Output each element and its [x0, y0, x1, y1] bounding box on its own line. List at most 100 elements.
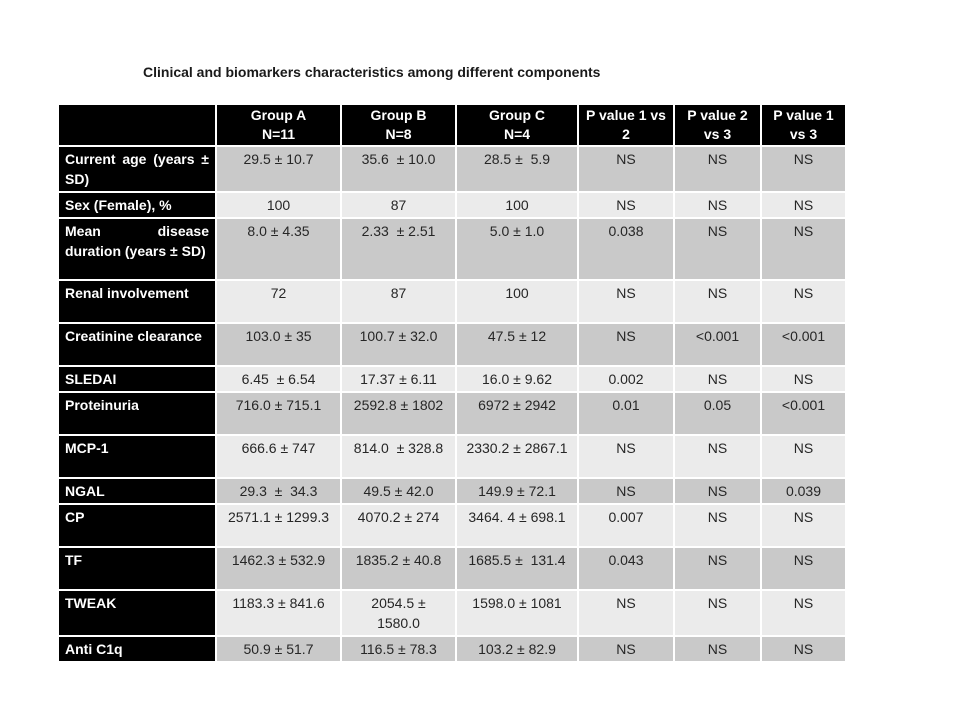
- cell-value: NS: [577, 589, 675, 637]
- cell-value: 100: [215, 191, 342, 219]
- cell-value: NS: [577, 477, 675, 505]
- cell-value: NS: [760, 145, 847, 193]
- table-row: SLEDAI 6.45 ± 6.54 17.37 ± 6.11 16.0 ± 9…: [57, 365, 847, 393]
- cell-value: 47.5 ± 12: [455, 322, 579, 367]
- page-title: Clinical and biomarkers characteristics …: [143, 64, 601, 80]
- cell-value: NS: [673, 145, 762, 193]
- cell-value: 87: [340, 279, 457, 324]
- cell-value: NS: [673, 546, 762, 591]
- cell-value: 2054.5 ± 1580.0: [340, 589, 457, 637]
- header-row: Group A N=11 Group B N=8 Group C N=4 P valu…: [57, 103, 847, 147]
- column-header-group-b: Group B N=8: [340, 103, 457, 147]
- clinical-biomarkers-table: Group A N=11 Group B N=8 Group C N=4 P valu…: [57, 103, 847, 663]
- cell-value: 87: [340, 191, 457, 219]
- cell-value: 100.7 ± 32.0: [340, 322, 457, 367]
- cell-value: NS: [760, 279, 847, 324]
- cell-value: NS: [673, 589, 762, 637]
- cell-value: NS: [673, 191, 762, 219]
- cell-value: 72: [215, 279, 342, 324]
- row-label: TWEAK: [57, 589, 217, 637]
- cell-value: 3464. 4 ± 698.1: [455, 503, 579, 548]
- cell-value: 666.6 ± 747: [215, 434, 342, 479]
- cell-value: NS: [577, 635, 675, 663]
- cell-value: 0.038: [577, 217, 675, 281]
- cell-value: 17.37 ± 6.11: [340, 365, 457, 393]
- cell-value: 6972 ± 2942: [455, 391, 579, 436]
- table-row: Sex (Female), % 100 87 100 NS NS NS: [57, 191, 847, 219]
- row-label: SLEDAI: [57, 365, 217, 393]
- column-header-line: N=4: [503, 126, 531, 142]
- column-header-line: vs 3: [789, 126, 818, 142]
- cell-value: NS: [760, 434, 847, 479]
- cell-value: 0.007: [577, 503, 675, 548]
- table-row: NGAL 29.3 ± 34.3 49.5 ± 42.0 149.9 ± 72.…: [57, 477, 847, 505]
- table-row: CP 2571.1 ± 1299.3 4070.2 ± 274 3464. 4 …: [57, 503, 847, 548]
- column-header-line: vs 3: [703, 126, 732, 142]
- row-label: CP: [57, 503, 217, 548]
- column-header-group-c: Group C N=4: [455, 103, 579, 147]
- cell-value: NS: [673, 635, 762, 663]
- cell-value: NS: [577, 279, 675, 324]
- column-header-line: 2: [622, 126, 630, 142]
- column-header-line: P value 1 vs: [586, 107, 666, 123]
- cell-value: 0.039: [760, 477, 847, 505]
- cell-value: 50.9 ± 51.7: [215, 635, 342, 663]
- cell-value: NS: [760, 589, 847, 637]
- cell-value: <0.001: [673, 322, 762, 367]
- cell-value: 1598.0 ± 1081: [455, 589, 579, 637]
- cell-value: NS: [673, 477, 762, 505]
- cell-value: 814.0 ± 328.8: [340, 434, 457, 479]
- table-row: TWEAK 1183.3 ± 841.6 2054.5 ± 1580.0 159…: [57, 589, 847, 637]
- cell-value: 103.2 ± 82.9: [455, 635, 579, 663]
- column-header-line: N=11: [261, 126, 296, 142]
- cell-value: 116.5 ± 78.3: [340, 635, 457, 663]
- row-label: Creatinine clearance: [57, 322, 217, 367]
- row-label: Sex (Female), %: [57, 191, 217, 219]
- cell-value: 1835.2 ± 40.8: [340, 546, 457, 591]
- cell-value: 2571.1 ± 1299.3: [215, 503, 342, 548]
- table-row: Creatinine clearance 103.0 ± 35 100.7 ± …: [57, 322, 847, 367]
- cell-value: NS: [673, 279, 762, 324]
- cell-value: 35.6 ± 10.0: [340, 145, 457, 193]
- cell-value: <0.001: [760, 322, 847, 367]
- table-row: Anti C1q 50.9 ± 51.7 116.5 ± 78.3 103.2 …: [57, 635, 847, 663]
- cell-value: NS: [577, 434, 675, 479]
- column-header-pvalue-2v3: P value 2 vs 3: [673, 103, 762, 147]
- cell-value: NS: [577, 322, 675, 367]
- cell-value: 6.45 ± 6.54: [215, 365, 342, 393]
- cell-value: 5.0 ± 1.0: [455, 217, 579, 281]
- cell-value: 2592.8 ± 1802: [340, 391, 457, 436]
- cell-value: 29.5 ± 10.7: [215, 145, 342, 193]
- cell-value: 2.33 ± 2.51: [340, 217, 457, 281]
- column-header-line: N=8: [385, 126, 412, 142]
- cell-value: 2330.2 ± 2867.1: [455, 434, 579, 479]
- cell-value: <0.001: [760, 391, 847, 436]
- column-header-pvalue-1v3: P value 1 vs 3: [760, 103, 847, 147]
- row-label: Proteinuria: [57, 391, 217, 436]
- row-label: Current age (years ± SD): [57, 145, 217, 193]
- row-label: Renal involvement: [57, 279, 217, 324]
- table-row: MCP-1 666.6 ± 747 814.0 ± 328.8 2330.2 ±…: [57, 434, 847, 479]
- column-header-pvalue-1v2: P value 1 vs 2: [577, 103, 675, 147]
- cell-value: 1462.3 ± 532.9: [215, 546, 342, 591]
- cell-value: 0.043: [577, 546, 675, 591]
- cell-value: 28.5 ± 5.9: [455, 145, 579, 193]
- cell-value: 103.0 ± 35: [215, 322, 342, 367]
- cell-value: 100: [455, 279, 579, 324]
- row-label: Anti C1q: [57, 635, 217, 663]
- cell-value: 8.0 ± 4.35: [215, 217, 342, 281]
- cell-value: NS: [577, 191, 675, 219]
- cell-value: 0.05: [673, 391, 762, 436]
- cell-value: NS: [760, 503, 847, 548]
- column-header-line: P value 1: [773, 107, 834, 123]
- row-label: MCP-1: [57, 434, 217, 479]
- cell-value: 716.0 ± 715.1: [215, 391, 342, 436]
- cell-value: NS: [577, 145, 675, 193]
- cell-value: NS: [760, 217, 847, 281]
- row-label: NGAL: [57, 477, 217, 505]
- corner-cell: [57, 103, 217, 147]
- cell-value: NS: [760, 546, 847, 591]
- row-label: Mean disease duration (years ± SD): [57, 217, 217, 281]
- table-row: Proteinuria 716.0 ± 715.1 2592.8 ± 1802 …: [57, 391, 847, 436]
